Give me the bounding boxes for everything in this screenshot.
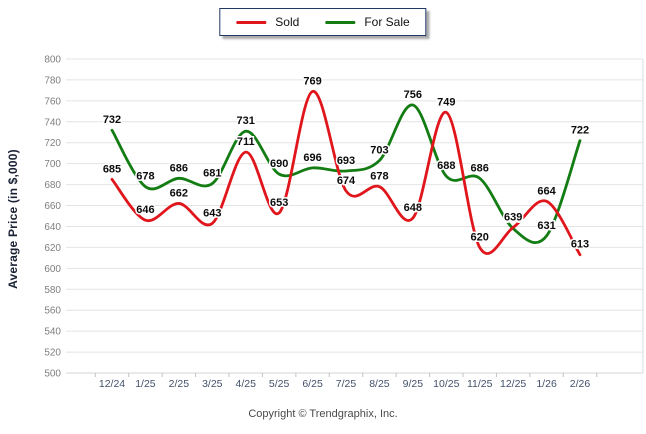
- y-tick-label: 520: [44, 348, 61, 359]
- data-label-for-sale: 631: [537, 220, 555, 232]
- x-tick-label: 3/25: [202, 378, 223, 390]
- x-tick-label: 6/25: [302, 378, 323, 390]
- chart-legend: Sold For Sale: [219, 8, 427, 36]
- x-tick-label: 10/25: [433, 378, 459, 390]
- y-tick-label: 500: [44, 369, 61, 380]
- legend-line-swatch: [325, 20, 356, 24]
- x-tick-label: 12/24: [99, 378, 125, 390]
- x-tick-label: 2/25: [169, 378, 190, 390]
- data-label-for-sale: 696: [303, 152, 321, 164]
- data-label-sold: 685: [103, 163, 121, 175]
- y-tick-label: 800: [44, 55, 61, 66]
- data-label-sold: 646: [136, 204, 154, 216]
- y-tick-label: 620: [44, 243, 61, 254]
- x-tick-label: 9/25: [403, 378, 424, 390]
- x-tick-label: 5/25: [269, 378, 290, 390]
- data-label-sold: 674: [337, 175, 356, 187]
- data-label-for-sale: 731: [237, 115, 255, 127]
- y-tick-label: 580: [44, 285, 61, 296]
- data-label-for-sale: 688: [437, 160, 455, 172]
- x-tick-label: 7/25: [336, 378, 357, 390]
- data-label-for-sale: 732: [103, 114, 121, 126]
- data-label-sold: 620: [471, 231, 489, 243]
- data-label-for-sale: 756: [404, 89, 422, 101]
- data-label-sold: 664: [537, 185, 556, 197]
- data-label-for-sale: 638: [504, 213, 522, 225]
- legend-line-swatch: [236, 20, 267, 24]
- legend-item-for-sale[interactable]: For Sale: [325, 15, 410, 29]
- series-line-for-sale[interactable]: [110, 103, 582, 244]
- x-tick-label: 2/26: [570, 378, 591, 390]
- y-tick-label: 660: [44, 201, 61, 212]
- data-label-sold: 769: [303, 75, 321, 87]
- y-tick-label: 700: [44, 159, 61, 170]
- data-label-for-sale: 690: [270, 158, 288, 170]
- y-tick-label: 740: [44, 117, 61, 128]
- copyright-text: Copyright © Trendgraphix, Inc.: [248, 408, 398, 420]
- x-tick-label: 1/25: [135, 378, 156, 390]
- data-label-for-sale: 693: [337, 155, 355, 167]
- y-tick-label: 720: [44, 138, 61, 149]
- data-label-for-sale: 703: [370, 145, 388, 157]
- data-label-for-sale: 686: [471, 162, 489, 174]
- y-tick-label: 560: [44, 306, 61, 317]
- data-label-for-sale: 678: [136, 171, 154, 183]
- data-label-sold: 749: [437, 96, 455, 108]
- y-tick-label: 600: [44, 264, 61, 275]
- data-label-for-sale: 722: [571, 125, 589, 137]
- series-line-sold[interactable]: [110, 90, 582, 257]
- x-tick-label: 8/25: [369, 378, 390, 390]
- data-label-sold: 678: [370, 171, 388, 183]
- data-label-sold: 711: [237, 136, 255, 148]
- data-label-for-sale: 681: [203, 168, 221, 180]
- legend-item-label: For Sale: [364, 15, 410, 29]
- y-tick-label: 540: [44, 327, 61, 338]
- x-tick-label: 11/25: [467, 378, 493, 390]
- data-label-sold: 648: [404, 202, 422, 214]
- y-tick-label: 780: [44, 75, 61, 86]
- data-label-sold: 643: [203, 207, 221, 219]
- y-tick-label: 640: [44, 222, 61, 233]
- data-label-sold: 653: [270, 197, 288, 209]
- x-tick-label: 4/25: [235, 378, 256, 390]
- y-tick-label: 760: [44, 96, 61, 107]
- legend-item-sold[interactable]: Sold: [236, 16, 299, 28]
- x-tick-label: 12/25: [500, 378, 526, 390]
- x-tick-label: 1/26: [536, 378, 557, 390]
- legend-item-label: Sold: [275, 15, 300, 29]
- y-tick-label: 680: [44, 180, 61, 191]
- data-label-sold: 662: [170, 187, 188, 199]
- data-label-sold: 613: [571, 239, 589, 251]
- data-label-for-sale: 686: [170, 162, 188, 174]
- data-label-sold: 639: [504, 212, 522, 224]
